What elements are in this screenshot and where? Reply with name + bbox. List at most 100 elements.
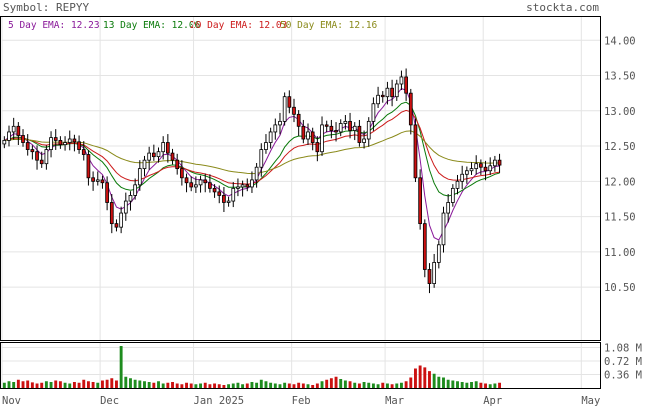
volume-bar-104	[488, 384, 492, 388]
candle-body	[250, 179, 254, 188]
candle-body	[147, 152, 152, 161]
candle-8	[39, 151, 44, 168]
volume-bar-5	[26, 380, 30, 388]
volume-bar-34	[161, 383, 165, 388]
legend-ema5: 5 Day EMA: 12.23	[8, 20, 100, 31]
candle-body	[91, 177, 95, 182]
candle-40	[189, 176, 194, 192]
volume-bar-65	[306, 384, 310, 388]
volume-bar-39	[185, 382, 188, 388]
candle-body	[357, 125, 362, 143]
volume-bar-82	[385, 383, 389, 388]
volume-bar-4	[21, 381, 25, 388]
volume-bar-78	[367, 382, 371, 388]
candle-35	[166, 134, 170, 163]
candle-body	[408, 92, 413, 126]
candle-body	[100, 179, 105, 184]
volume-bar-19	[91, 382, 95, 388]
candle-body	[189, 182, 194, 188]
price-gridlines	[1, 17, 600, 340]
price-tick-label-7: 10.50	[604, 282, 636, 294]
candle-body	[226, 200, 231, 203]
candle-body	[441, 212, 446, 246]
candle-41	[194, 176, 198, 193]
candle-90	[422, 219, 427, 278]
candle-body	[254, 166, 259, 181]
volume-bar-18	[86, 381, 90, 388]
candle-body	[455, 180, 460, 189]
candle-61	[287, 90, 292, 114]
candle-7	[35, 145, 39, 170]
candle-85	[399, 70, 404, 90]
candle-body	[264, 142, 268, 150]
candle-65	[306, 123, 310, 146]
volume-bar-43	[203, 382, 207, 388]
volume-bar-17	[82, 379, 86, 388]
candle-body	[67, 138, 72, 143]
volume-bar-12	[58, 381, 62, 388]
volume-bar-96	[451, 380, 455, 388]
candle-0	[2, 136, 7, 149]
candle-2	[11, 117, 16, 140]
volume-bar-11	[54, 380, 58, 388]
volume-bar-9	[44, 381, 48, 388]
candle-32	[151, 144, 156, 161]
candle-body	[44, 149, 49, 165]
candle-body	[212, 187, 217, 193]
candle-89	[418, 169, 422, 230]
volume-bars	[2, 346, 502, 388]
volume-bar-22	[105, 379, 109, 388]
candle-body	[133, 184, 137, 196]
candle-body	[39, 159, 44, 165]
volume-bar-56	[264, 381, 268, 388]
candle-9	[44, 145, 49, 170]
candle-body	[105, 182, 109, 203]
candle-body	[208, 182, 212, 189]
candle-66	[310, 127, 315, 151]
candle-body	[399, 76, 404, 85]
candle-body	[35, 151, 39, 161]
candle-body	[465, 170, 469, 175]
candle-body	[469, 168, 474, 172]
volume-bar-7	[35, 383, 39, 388]
candle-body	[114, 223, 119, 228]
candle-84	[394, 79, 399, 101]
date-axis-ticks: Nov Dec Jan 2025 Feb Mar Apr May	[2, 395, 600, 406]
candle-4	[21, 129, 25, 147]
date-tick-label-2: Jan 2025	[194, 395, 245, 406]
candle-39	[184, 173, 189, 193]
volume-bar-91	[428, 371, 431, 388]
price-tick-label-5: 11.50	[604, 212, 636, 224]
candle-33	[156, 147, 161, 163]
volume-bar-27	[129, 378, 132, 388]
volume-bar-15	[72, 382, 76, 388]
candle-body	[128, 195, 133, 202]
volume-bar-77	[362, 382, 366, 388]
candle-45	[212, 184, 217, 198]
candle-37	[175, 153, 180, 175]
candle-body	[268, 131, 273, 143]
volume-bar-49	[231, 383, 235, 388]
volume-bar-97	[456, 381, 459, 388]
date-tick-label-6: May	[581, 395, 600, 406]
volume-bar-81	[381, 382, 385, 388]
candle-17	[81, 141, 86, 161]
candle-30	[142, 155, 147, 177]
volume-gridlines	[1, 343, 600, 388]
date-tick-label-4: Mar	[385, 395, 404, 406]
volume-bar-28	[133, 379, 137, 388]
volume-bar-10	[49, 382, 53, 388]
candle-body	[259, 149, 264, 168]
volume-bar-20	[96, 382, 100, 388]
volume-bar-52	[245, 383, 249, 388]
candle-1	[7, 125, 11, 147]
candle-body	[170, 152, 175, 161]
candle-91	[427, 263, 432, 294]
candle-86	[404, 68, 408, 101]
volume-bar-45	[213, 383, 217, 388]
candle-64	[301, 119, 306, 144]
candle-body	[278, 120, 282, 126]
volume-tick-label-2: 0.36 M	[604, 370, 642, 382]
candle-body	[231, 187, 236, 202]
volume-bar-72	[339, 379, 343, 388]
